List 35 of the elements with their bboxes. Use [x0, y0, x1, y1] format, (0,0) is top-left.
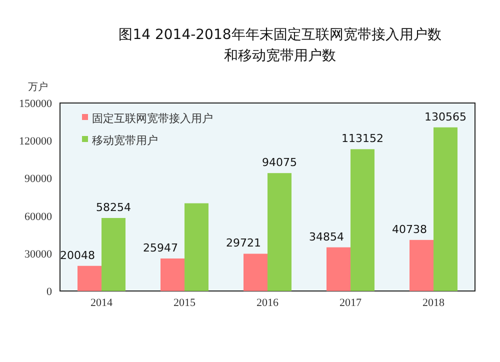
legend-label: 移动宽带用户	[92, 134, 158, 147]
y-tick-label: 60000	[24, 210, 52, 223]
bar	[434, 127, 458, 291]
data-label: 58254	[96, 200, 131, 214]
x-tick-label: 2018	[422, 297, 445, 309]
bar	[78, 266, 102, 291]
y-tick-label: 120000	[19, 136, 52, 148]
data-label: 94075	[262, 156, 297, 170]
data-label: 130565	[424, 110, 466, 124]
y-tick-label: 150000	[19, 98, 52, 110]
bar	[268, 173, 292, 291]
chart-title: 图14 2014-2018年年末固定互联网宽带接入用户数	[118, 27, 442, 43]
x-tick-label: 2015	[174, 297, 196, 309]
data-label: 29721	[226, 236, 261, 250]
bar	[350, 149, 374, 291]
y-tick-label: 30000	[24, 248, 52, 260]
data-label: 40738	[392, 222, 427, 236]
bar	[410, 240, 434, 291]
y-tick-label: 90000	[24, 173, 52, 186]
y-axis-title: 万户	[28, 81, 48, 93]
bar	[160, 258, 184, 291]
data-label: 34854	[309, 230, 344, 244]
data-label: 25947	[143, 241, 178, 254]
bar	[244, 254, 268, 291]
data-label: 113152	[342, 132, 384, 146]
x-tick-label: 2016	[256, 297, 279, 309]
y-tick-label: 0	[46, 286, 52, 298]
legend-label: 固定互联网宽带接入用户	[92, 112, 213, 125]
bar	[326, 247, 350, 291]
data-label: 20048	[60, 248, 95, 262]
bar	[102, 218, 126, 291]
chart-subtitle: 和移动宽带用户数	[224, 48, 336, 64]
x-tick-label: 2017	[340, 297, 362, 309]
x-tick-label: 2014	[90, 297, 113, 309]
bar	[184, 203, 208, 291]
